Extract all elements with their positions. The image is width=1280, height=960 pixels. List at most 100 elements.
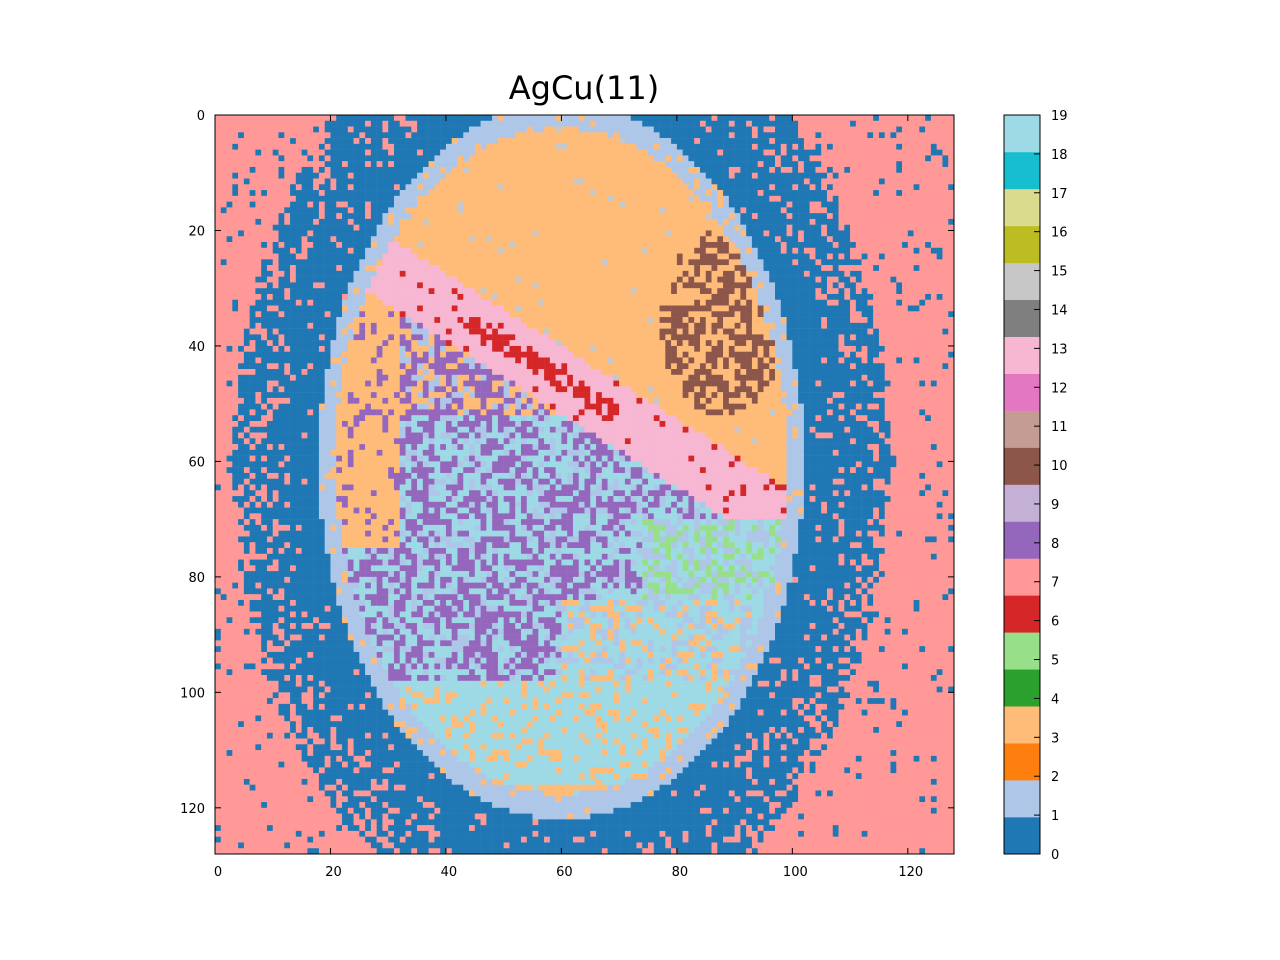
heatmap-cell <box>590 143 597 150</box>
heatmap-cell <box>238 259 245 266</box>
heatmap-cell <box>769 224 776 231</box>
heatmap-cell <box>671 126 678 133</box>
heatmap-cell <box>867 270 874 277</box>
heatmap-cell <box>445 311 452 318</box>
heatmap-cell <box>873 213 880 220</box>
heatmap-cell <box>544 270 551 277</box>
heatmap-cell <box>803 236 810 243</box>
heatmap-cell <box>538 166 545 173</box>
heatmap-cell <box>324 299 331 306</box>
heatmap-cell <box>515 334 522 341</box>
heatmap-cell <box>469 253 476 260</box>
heatmap-cell <box>284 247 291 254</box>
heatmap-cell <box>919 288 926 295</box>
heatmap-cell <box>867 126 874 133</box>
heatmap-cell <box>850 276 857 283</box>
heatmap-cell <box>838 230 845 237</box>
heatmap-cell <box>451 120 458 127</box>
heatmap-cell <box>769 293 776 300</box>
heatmap-cell <box>659 149 666 156</box>
heatmap-cell <box>318 224 325 231</box>
heatmap-cell <box>290 166 297 173</box>
heatmap-cell <box>417 288 424 295</box>
heatmap-cell <box>549 178 556 185</box>
heatmap-cell <box>307 328 314 335</box>
heatmap-cell <box>878 334 885 341</box>
heatmap-cell <box>838 172 845 179</box>
heatmap-cell <box>890 138 897 145</box>
heatmap-cell <box>330 201 337 208</box>
heatmap-cell <box>451 265 458 272</box>
heatmap-cell <box>353 120 360 127</box>
heatmap-cell <box>855 143 862 150</box>
heatmap-cell <box>359 317 366 324</box>
heatmap-cell <box>948 143 955 150</box>
heatmap-cell <box>665 155 672 162</box>
heatmap-cell <box>902 190 909 197</box>
heatmap-cell <box>261 311 268 318</box>
heatmap-cell <box>301 265 308 272</box>
heatmap-cell <box>255 259 262 266</box>
heatmap-cell <box>307 288 314 295</box>
heatmap-cell <box>520 155 528 162</box>
heatmap-cell <box>492 184 499 191</box>
heatmap-cell <box>636 213 643 220</box>
heatmap-cell <box>330 322 337 329</box>
heatmap-cell <box>624 143 631 150</box>
heatmap-cell <box>936 161 943 168</box>
heatmap-cell <box>630 195 637 202</box>
heatmap-cell <box>780 265 787 272</box>
heatmap-cell <box>261 328 268 335</box>
heatmap-cell <box>324 276 331 283</box>
heatmap-cell <box>411 328 418 335</box>
heatmap-cell <box>601 218 608 225</box>
heatmap-cell <box>388 230 395 237</box>
heatmap-cell <box>393 190 400 197</box>
heatmap-cell <box>671 293 678 300</box>
heatmap-cell <box>376 317 383 324</box>
heatmap-cell <box>873 299 880 306</box>
heatmap-cell <box>775 253 782 260</box>
heatmap-cell <box>648 190 655 197</box>
heatmap-cell <box>376 149 383 156</box>
heatmap-cell <box>757 236 764 243</box>
heatmap-cell <box>798 195 805 202</box>
heatmap-cell <box>243 120 250 127</box>
heatmap-cell <box>261 213 268 220</box>
heatmap-cell <box>249 230 256 237</box>
heatmap-cell <box>607 184 614 191</box>
heatmap-cell <box>359 161 366 168</box>
heatmap-cell <box>451 334 458 341</box>
heatmap-cell <box>809 288 816 295</box>
heatmap-cell <box>220 270 227 277</box>
heatmap-cell <box>925 149 932 156</box>
heatmap-cell <box>780 288 787 295</box>
heatmap-cell <box>463 224 470 231</box>
heatmap-cell <box>382 201 389 208</box>
heatmap-cell <box>243 190 250 197</box>
heatmap-cell <box>596 293 603 300</box>
heatmap-cell <box>532 305 539 312</box>
heatmap-cell <box>786 178 793 185</box>
heatmap-cell <box>440 224 447 231</box>
heatmap-cell <box>578 230 585 237</box>
heatmap-cell <box>532 178 539 185</box>
heatmap-cell <box>457 282 464 289</box>
heatmap-cell <box>907 282 914 289</box>
heatmap-cell <box>925 120 932 127</box>
heatmap-cell <box>763 172 770 179</box>
heatmap-cell <box>313 149 320 156</box>
heatmap-cell <box>411 253 418 260</box>
heatmap-cell <box>307 242 314 249</box>
heatmap-cell <box>884 155 891 162</box>
heatmap-cell <box>648 334 655 341</box>
heatmap-cell <box>682 115 689 122</box>
heatmap-cell <box>659 288 666 295</box>
heatmap-cell <box>532 230 539 237</box>
heatmap-cell <box>422 270 429 277</box>
heatmap-cell <box>688 143 695 150</box>
heatmap-cell <box>440 161 447 168</box>
heatmap-cell <box>942 253 949 260</box>
heatmap-cell <box>428 201 435 208</box>
heatmap-cell <box>474 305 481 312</box>
